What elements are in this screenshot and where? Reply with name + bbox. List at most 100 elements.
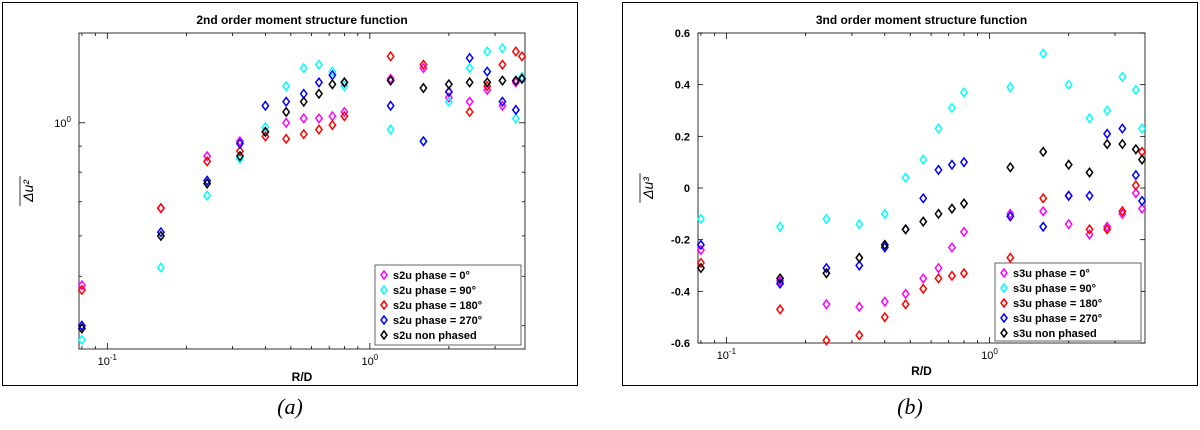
- data-point: [77, 284, 86, 296]
- data-point: [919, 272, 928, 284]
- data-point: [483, 76, 492, 88]
- legend-label: s3u non phased: [1013, 328, 1097, 340]
- data-point: [299, 112, 308, 124]
- data-point: [203, 150, 212, 162]
- data-point: [282, 80, 291, 92]
- data-point: [855, 301, 864, 313]
- caption-a: (a): [277, 394, 303, 419]
- data-point: [959, 198, 969, 209]
- data-point: [235, 145, 245, 157]
- data-point: [901, 298, 910, 310]
- data-point: [328, 78, 337, 90]
- legend-label: s3u phase = 270°: [1013, 313, 1102, 325]
- data-point: [328, 66, 337, 78]
- data-point: [498, 59, 507, 71]
- data-point: [498, 42, 507, 54]
- data-point: [855, 260, 864, 271]
- data-point: [156, 202, 165, 214]
- data-point: [444, 96, 453, 108]
- data-point: [1039, 192, 1048, 204]
- data-point: [465, 76, 474, 88]
- data-point: [934, 164, 943, 176]
- data-point: [1064, 159, 1073, 171]
- data-point: [919, 283, 928, 295]
- data-point: [203, 175, 212, 187]
- data-point: [156, 202, 165, 214]
- data-point: [959, 267, 969, 279]
- data-point: [1039, 48, 1048, 60]
- data-point: [483, 66, 492, 78]
- data-point: [511, 112, 520, 124]
- data-point: [282, 133, 291, 145]
- legend-label: s3u phase = 180°: [1013, 298, 1102, 310]
- data-point: [947, 270, 957, 282]
- data-point: [282, 117, 291, 129]
- x-axis-label: R/D: [292, 370, 313, 384]
- data-point: [901, 172, 910, 184]
- data-point: [299, 62, 308, 74]
- data-point: [77, 323, 86, 334]
- y-tick-label: 0: [684, 183, 690, 195]
- data-point: [261, 126, 270, 138]
- data-point: [1085, 229, 1094, 240]
- data-point: [901, 223, 910, 235]
- x-tick-label: 100: [361, 353, 378, 368]
- legend-label: s2u phase = 270°: [393, 315, 482, 327]
- data-point: [314, 76, 324, 88]
- x-tick-label: 100: [981, 347, 998, 362]
- data-point: [1039, 146, 1048, 158]
- data-point: [880, 296, 889, 308]
- data-point: [947, 203, 957, 215]
- data-point: [855, 329, 864, 341]
- data-point: [517, 71, 527, 83]
- data-point: [959, 226, 969, 238]
- data-point: [314, 59, 324, 71]
- y-tick-label: -0.4: [671, 286, 691, 298]
- data-point: [947, 241, 957, 253]
- data-point: [203, 178, 212, 189]
- data-point: [1006, 208, 1015, 220]
- legend-box: [994, 262, 1142, 342]
- y-tick-label: 0.6: [675, 28, 690, 40]
- data-point: [959, 86, 969, 98]
- data-point: [340, 76, 349, 88]
- data-point: [444, 92, 453, 104]
- chart-title: 2nd order moment structure function: [196, 13, 407, 27]
- data-point: [203, 190, 212, 201]
- data-point: [465, 96, 474, 108]
- data-point: [483, 46, 492, 57]
- y-tick-label: -0.6: [671, 338, 690, 350]
- data-point: [1131, 187, 1140, 199]
- data-point: [1039, 205, 1048, 217]
- data-point: [919, 154, 928, 166]
- data-point: [919, 192, 928, 204]
- data-point: [282, 106, 291, 118]
- data-point: [822, 213, 831, 225]
- data-point: [314, 124, 324, 135]
- data-point: [419, 59, 428, 71]
- data-point: [959, 156, 969, 168]
- data-point: [1064, 190, 1073, 202]
- plot-area-frame: [78, 32, 526, 350]
- data-point: [511, 75, 520, 87]
- data-point: [1006, 81, 1015, 93]
- data-point: [419, 135, 428, 147]
- data-point: [1085, 190, 1094, 202]
- y-axis-label: Δu³: [640, 177, 656, 200]
- legend-label: s2u phase = 0°: [393, 270, 470, 282]
- data-point: [77, 320, 86, 332]
- data-point: [934, 272, 943, 284]
- data-point: [444, 78, 453, 90]
- data-point: [901, 223, 910, 235]
- data-point: [1131, 179, 1140, 191]
- legend-marker: [1000, 312, 1008, 324]
- data-point: [235, 150, 245, 162]
- data-point: [77, 334, 86, 346]
- data-point: [498, 96, 507, 108]
- data-point: [156, 262, 165, 274]
- data-point: [934, 123, 943, 135]
- data-point: [419, 135, 428, 147]
- data-point: [465, 52, 474, 64]
- y-axis-label-group: Δu²: [19, 176, 36, 206]
- figure-panel-a: 2nd order moment structure function 10-1 1…: [2, 2, 578, 386]
